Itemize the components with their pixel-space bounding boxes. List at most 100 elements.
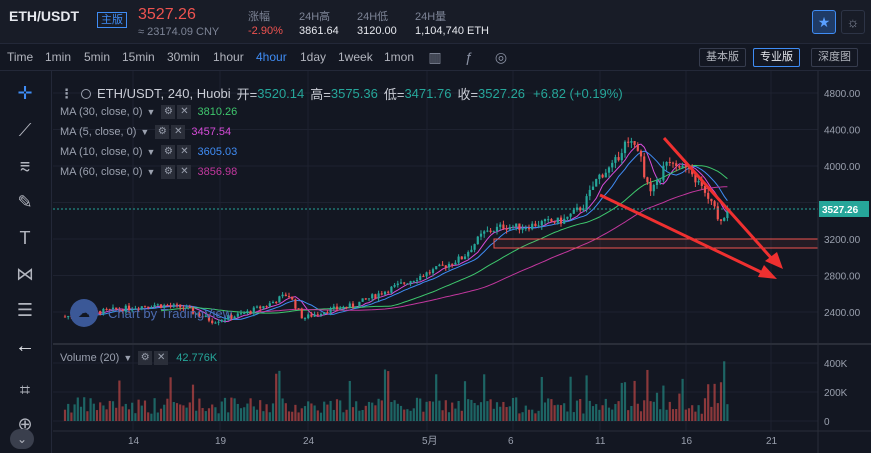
volume-bar: [521, 412, 524, 421]
candle-body: [652, 185, 655, 192]
close-icon[interactable]: ✕: [177, 105, 192, 119]
volume-bar: [422, 411, 425, 421]
volume-bar: [463, 381, 467, 421]
caret-down-icon[interactable]: ▼: [146, 167, 156, 177]
collapse-chevron-icon[interactable]: ⌄: [10, 429, 34, 449]
fib-icon[interactable]: ⩳: [19, 156, 31, 176]
volume-bar: [351, 407, 355, 421]
volume-bar: [207, 408, 211, 421]
pair-name[interactable]: ETH/USDT: [9, 8, 79, 24]
back-arrow-icon[interactable]: ←: [15, 335, 35, 357]
caret-down-icon[interactable]: ▼: [123, 353, 133, 363]
volume-bar: [387, 371, 390, 421]
interval-1week[interactable]: 1week: [338, 50, 373, 64]
interval-1day[interactable]: 1day: [300, 50, 327, 64]
brush-icon[interactable]: ✎: [17, 192, 33, 212]
candle-body: [134, 308, 137, 310]
candle-body: [681, 165, 684, 168]
volume-bar: [265, 404, 268, 421]
settings-icon[interactable]: ⚙: [138, 351, 153, 365]
mode-pro-button[interactable]: 专业版: [753, 48, 800, 67]
volume-bar: [419, 398, 422, 421]
interval-1hour[interactable]: 1hour: [213, 50, 244, 64]
volume-bar: [476, 405, 479, 421]
candle-body: [198, 313, 201, 317]
interval-1mon[interactable]: 1mon: [384, 50, 415, 64]
volume-legend[interactable]: Volume (20) ▼ ⚙ ✕ 42.776K: [60, 351, 217, 365]
close-icon[interactable]: ✕: [177, 145, 192, 159]
volume-bar: [499, 406, 502, 421]
chart-area[interactable]: 4800.00 4400.00 4000.00 3200.00 2800.00 2400.…: [53, 71, 871, 453]
candle-body: [470, 249, 473, 253]
settings-icon[interactable]: ⚙: [155, 125, 170, 139]
close-icon[interactable]: ✕: [177, 165, 192, 179]
candle-body: [428, 272, 431, 274]
candle-body: [713, 201, 716, 207]
candle-body: [399, 282, 403, 284]
volume-bar: [598, 409, 601, 421]
close-icon[interactable]: ✕: [154, 351, 169, 365]
candle-body: [441, 264, 444, 266]
volume-bar: [217, 413, 220, 421]
candle-body: [259, 306, 262, 309]
interval-5min[interactable]: 5min: [84, 50, 111, 64]
volume-bar: [124, 403, 127, 421]
volume-bar: [390, 401, 393, 421]
candle-body: [319, 313, 323, 315]
candle-body: [563, 218, 566, 224]
prediction-icon[interactable]: ☰: [16, 300, 34, 320]
caret-down-icon[interactable]: ▼: [146, 107, 156, 117]
caret-down-icon[interactable]: ▼: [140, 127, 150, 137]
settings-icon[interactable]: ⚙: [161, 145, 176, 159]
interval-1min[interactable]: 1min: [45, 50, 72, 64]
trendline-icon[interactable]: ⟋: [18, 120, 32, 140]
volume-bar: [572, 412, 575, 421]
time-axis-label: 21: [766, 436, 778, 447]
downtrend-arrow-upper-head: [765, 252, 783, 269]
downtrend-arrow-upper: [662, 137, 775, 261]
caret-down-icon[interactable]: ▼: [146, 147, 156, 157]
candle-body: [460, 256, 463, 260]
mode-depth-button[interactable]: 深度图: [811, 48, 858, 67]
star-icon[interactable]: ★: [812, 10, 836, 34]
text-icon[interactable]: T: [19, 228, 31, 248]
interval-time[interactable]: Time: [7, 50, 34, 64]
volume-bar: [659, 409, 662, 421]
mode-basic-button[interactable]: 基本版: [699, 48, 746, 67]
indicator-ma5[interactable]: MA (5, close, 0) ▼ ⚙ ✕ 3457.54: [60, 124, 231, 140]
candle-body: [547, 219, 550, 221]
indicator-ma10[interactable]: MA (10, close, 0) ▼ ⚙ ✕ 3605.03: [60, 144, 237, 160]
indicator-ma60[interactable]: MA (60, close, 0) ▼ ⚙ ✕ 3856.98: [60, 164, 237, 180]
candle-body: [719, 219, 723, 221]
volume-bar: [319, 412, 323, 421]
sun-icon[interactable]: ☼: [841, 10, 865, 34]
volume-bar: [719, 382, 723, 421]
interval-15min[interactable]: 15min: [122, 50, 155, 64]
candle-body: [300, 308, 303, 319]
settings-icon[interactable]: ⚙: [161, 165, 176, 179]
volume-bar: [73, 404, 76, 421]
indicator-ma30[interactable]: MA (30, close, 0) ▼ ⚙ ✕ 3810.26: [60, 104, 237, 120]
volume-bar: [255, 409, 259, 421]
candle-body: [166, 305, 169, 307]
volume-bar: [185, 407, 188, 421]
price-axis-label: 4800.00: [824, 89, 861, 100]
candle-body: [636, 144, 639, 151]
settings-icon[interactable]: ⚙: [161, 105, 176, 119]
visibility-icon[interactable]: [81, 88, 91, 99]
chart-symbol-title[interactable]: ETH/USDT, 240, Huobi: [97, 86, 231, 101]
indicators-icon[interactable]: ƒ: [465, 49, 473, 65]
interval-4hour[interactable]: 4hour: [256, 50, 287, 64]
more-dots-icon[interactable]: ⋮: [60, 85, 73, 101]
candlestick-chart[interactable]: 4800.00 4400.00 4000.00 3200.00 2800.00 2400.…: [53, 71, 871, 453]
pattern-icon[interactable]: ⋈: [16, 264, 34, 284]
screenshot-icon[interactable]: ◎: [494, 49, 508, 65]
volume-bar: [486, 401, 489, 421]
interval-30min[interactable]: 30min: [167, 50, 200, 64]
volume-bar: [470, 399, 473, 421]
candle-body: [150, 307, 153, 309]
chart-type-icon[interactable]: ▥: [428, 49, 442, 65]
close-icon[interactable]: ✕: [171, 125, 186, 139]
crosshair-icon[interactable]: ✛: [17, 83, 33, 103]
ruler-icon[interactable]: ⌗: [19, 380, 31, 400]
